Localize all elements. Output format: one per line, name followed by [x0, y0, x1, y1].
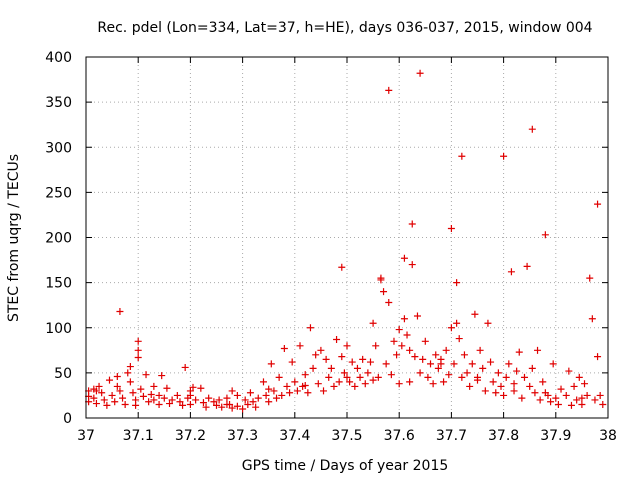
chart-title: Rec. pdel (Lon=334, Lat=37, h=HE), days …	[97, 20, 592, 36]
x-tick-label: 37	[77, 428, 95, 444]
y-tick-label: 100	[45, 321, 72, 337]
x-tick-label: 37.6	[384, 428, 415, 444]
chart-background	[0, 0, 640, 480]
y-axis-label: STEC from uqrg / TECUs	[6, 154, 22, 322]
stec-scatter-chart: Rec. pdel (Lon=334, Lat=37, h=HE), days …	[0, 0, 640, 480]
x-tick-label: 37.2	[175, 428, 206, 444]
y-tick-label: 50	[54, 366, 72, 382]
x-tick-label: 37.8	[488, 428, 519, 444]
x-tick-label: 37.4	[279, 428, 310, 444]
y-tick-label: 400	[45, 50, 72, 66]
y-tick-label: 200	[45, 231, 72, 247]
x-tick-label: 37.3	[227, 428, 258, 444]
x-tick-label: 37.5	[331, 428, 362, 444]
x-axis-label: GPS time / Days of year 2015	[242, 458, 449, 474]
x-tick-label: 37.7	[436, 428, 467, 444]
x-tick-label: 37.9	[540, 428, 571, 444]
x-tick-label: 38	[599, 428, 617, 444]
y-tick-label: 250	[45, 185, 72, 201]
y-tick-label: 350	[45, 95, 72, 111]
y-tick-label: 300	[45, 140, 72, 156]
y-tick-label: 150	[45, 276, 72, 292]
y-tick-label: 0	[63, 411, 72, 427]
x-tick-label: 37.1	[123, 428, 154, 444]
